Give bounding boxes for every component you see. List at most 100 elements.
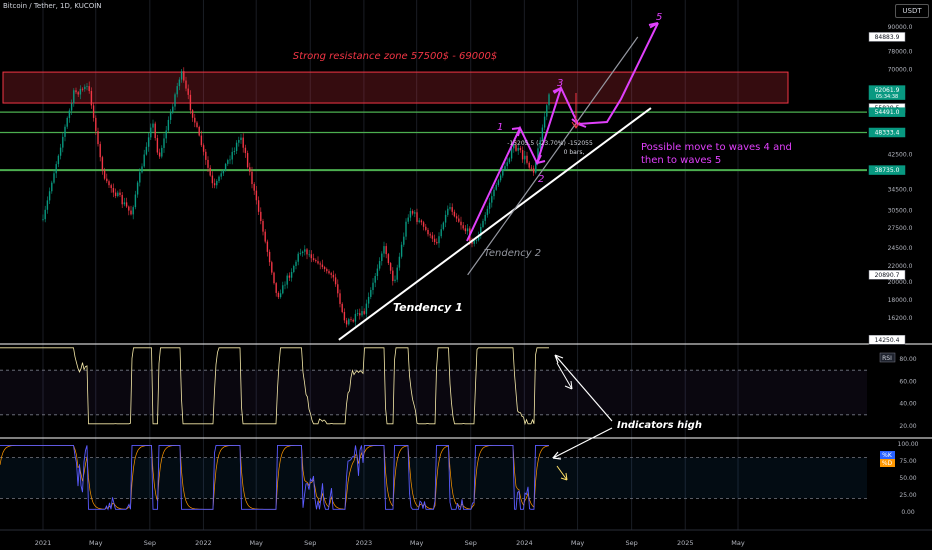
candle-body: [374, 276, 376, 283]
price-marker-box: [868, 335, 906, 345]
candle-body: [473, 240, 475, 244]
measure-arrow-head: [571, 121, 581, 129]
candle-body: [207, 159, 209, 168]
candle-body: [315, 260, 317, 262]
candle-body: [475, 240, 478, 241]
currency-button[interactable]: USDT: [895, 4, 929, 18]
candle-body: [110, 185, 112, 189]
candle-body: [295, 261, 297, 266]
price-marker-label: 14250.4: [875, 337, 900, 344]
price-tick-label: 20000.0: [888, 279, 913, 286]
candle-body: [458, 218, 460, 222]
candle-body: [398, 256, 401, 268]
candle-body: [213, 183, 216, 186]
time-tick-label: May: [731, 539, 745, 547]
candle-body: [266, 241, 269, 252]
candle-body: [365, 303, 368, 314]
candle-body: [376, 268, 379, 277]
candle-body: [354, 313, 357, 322]
candle-body: [464, 228, 467, 232]
candle-body: [73, 90, 75, 104]
candle-body: [86, 86, 88, 87]
candle-body: [70, 103, 73, 111]
candle-body: [53, 173, 55, 183]
candle-body: [92, 105, 95, 118]
candle-body: [301, 251, 304, 253]
resistance-zone-0: [2, 71, 789, 104]
candle-body: [502, 169, 504, 176]
candle-body: [165, 130, 167, 139]
candle-body: [97, 131, 99, 145]
candle-body: [381, 253, 383, 262]
candle-body: [257, 200, 260, 212]
candle-body: [156, 138, 159, 153]
wave-label-1: 1: [497, 122, 503, 133]
measurement-label-1: -15205.5 (-23.70%) -152055: [507, 140, 593, 147]
candle-body: [108, 181, 110, 186]
candle-body: [493, 189, 495, 197]
candle-body: [372, 282, 374, 291]
rsi-badge: [879, 352, 896, 363]
candle-body: [222, 170, 225, 174]
candle-body: [273, 272, 275, 284]
rsi-pane-label: RSI: [882, 355, 892, 362]
rsi-tick-label: 20.00: [899, 423, 916, 430]
candle-body: [310, 254, 313, 259]
candle-body: [416, 212, 418, 222]
candle-body: [143, 154, 145, 167]
candle-body: [103, 170, 106, 179]
candle-body: [121, 194, 123, 205]
time-tick-label: 2021: [35, 539, 52, 547]
trendline-1: [338, 107, 652, 341]
candle-body: [84, 86, 86, 90]
candle-body: [350, 319, 352, 320]
stoch-d-label: %D: [882, 460, 893, 467]
chart-title: Bitcoin / Tether, 1D, KUCOIN: [3, 2, 102, 10]
candle-body: [425, 226, 427, 230]
wave-arrow-head-4: [648, 22, 659, 29]
price-marker-label: 62061.9: [875, 87, 900, 94]
candle-body: [262, 220, 264, 232]
candle-body: [482, 220, 484, 228]
candle-body: [145, 146, 148, 155]
candle-body: [106, 178, 108, 182]
candle-body: [491, 196, 493, 203]
candle-body: [348, 319, 350, 325]
candle-body: [246, 153, 249, 168]
candle-body: [180, 71, 183, 80]
price-axis[interactable]: 90000.0 78000.0 70000.0 42500.0 34500.0 30500…: [868, 24, 919, 516]
candle-body: [101, 157, 104, 171]
candle-body: [526, 155, 528, 163]
candle-body: [414, 212, 416, 214]
candle-body: [297, 253, 299, 262]
candle-body: [339, 293, 341, 304]
candle-body: [541, 127, 544, 141]
time-axis[interactable]: 2021 May Sep 2022 May Sep 2023 May Sep 2024 May Sep…: [0, 529, 932, 547]
candle-body: [385, 246, 387, 255]
candle-body: [233, 150, 236, 152]
candle-body: [407, 217, 409, 222]
candle-body: [77, 92, 79, 95]
candle-body: [251, 171, 253, 185]
candle-body: [183, 71, 185, 81]
stoch-band: [0, 457, 867, 499]
wave-path: [466, 22, 659, 242]
candle-body: [429, 234, 431, 236]
candle-body: [409, 211, 412, 218]
candle-body: [471, 241, 473, 244]
indicators-arrow-rsi: [554, 354, 613, 422]
candle-body: [268, 251, 271, 263]
candle-body: [253, 184, 255, 191]
candle-body: [240, 137, 242, 140]
candle-body: [249, 167, 251, 172]
price-tick-label: 78000.0: [888, 48, 913, 55]
stoch-tick-label: 100.00: [898, 441, 919, 448]
candle-body: [161, 147, 163, 157]
candle-body: [495, 184, 497, 190]
candle-body: [172, 106, 174, 113]
price-marker-box: [868, 165, 906, 175]
price-marker-label: 20890.7: [875, 272, 900, 279]
candle-body: [141, 166, 143, 173]
stoch-tick-label: 75.00: [899, 458, 916, 465]
